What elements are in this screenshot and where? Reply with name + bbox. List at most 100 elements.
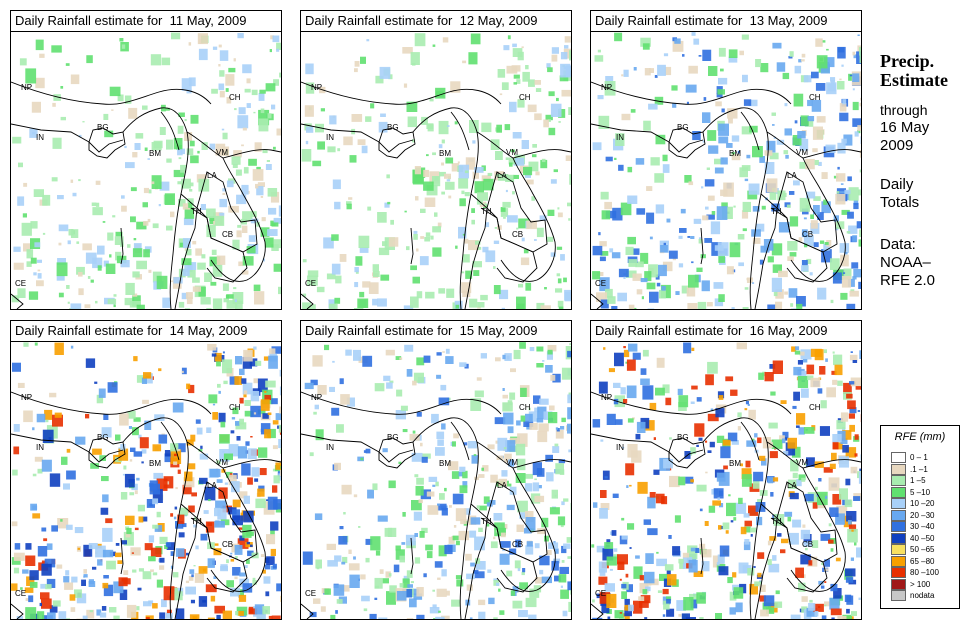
rain-cell [177,149,183,156]
rain-cell [197,150,200,154]
rain-cell [674,38,681,44]
rain-cell [243,495,250,504]
rain-cell [857,125,861,131]
rain-cell [818,580,824,585]
rain-cell [441,191,445,195]
country-label: CB [222,540,234,549]
data-line-2: NOAA– [880,254,931,271]
rain-cell [599,277,610,292]
rain-cell [459,485,468,494]
rain-cell [88,543,98,550]
rain-cell [123,531,134,546]
country-border [190,207,248,283]
rain-cell [839,243,850,253]
rain-cell [502,201,511,208]
rain-cell [549,405,555,411]
rain-cell [857,34,860,36]
rain-cell [270,530,275,536]
rain-cell [323,237,334,249]
rain-cell [36,413,46,423]
rain-cell [841,209,850,215]
rain-cell [174,453,177,457]
country-label: BM [149,459,161,468]
rain-cell [796,303,803,309]
rain-cell [828,477,840,491]
rain-cell [741,34,749,40]
rain-cell [757,552,765,559]
rain-cell [717,554,725,564]
rain-cell [432,44,436,47]
rain-cell [824,559,830,567]
rain-cell [617,292,627,302]
rain-cell [172,443,179,449]
rain-cell [611,530,617,536]
rain-cell [42,429,54,443]
rain-cell [741,468,752,479]
rain-cell [190,434,196,442]
rain-cell [712,500,721,506]
rain-cell [468,240,479,251]
legend-label: 0 – 1 [910,453,928,462]
rain-cell [823,199,828,205]
rain-cell [129,459,133,462]
rain-cell [194,573,205,583]
rain-cell [520,387,527,397]
rain-cell [362,281,371,288]
rain-cell [267,229,278,236]
rain-cell [77,547,81,550]
rain-cell [548,91,555,97]
rain-cell [541,517,549,528]
rain-cell [237,538,249,549]
rain-cell [424,197,436,207]
rain-cell [348,549,352,554]
rain-cell [170,211,175,218]
rain-cell [144,420,152,430]
rain-cell [636,289,643,295]
rain-cell [86,609,95,619]
rain-cell [70,607,76,612]
rain-cell [849,407,857,414]
rain-cell [655,134,666,145]
rain-cell [375,75,384,84]
rain-cell [800,554,811,565]
rain-cell [548,412,558,424]
rain-cell [807,375,814,381]
rain-cell [198,566,208,574]
rain-cell [552,446,560,453]
rain-cell [857,410,861,412]
rain-cell [39,602,42,607]
rain-cell [565,65,571,77]
rain-cell [353,349,361,361]
rain-cell [719,545,730,557]
rain-cell [122,473,125,476]
rain-cell [205,521,215,533]
rain-cell [154,525,163,532]
rain-cell [536,363,544,368]
rain-cell [458,226,467,239]
rain-cell [302,259,307,263]
rain-cell [389,585,397,593]
rain-cell [159,557,165,563]
rain-cell [737,150,740,154]
rain-cell [769,192,777,200]
rain-cell [646,212,655,224]
rain-cell [278,286,281,295]
rain-cell [518,610,528,618]
rain-cell [759,595,766,602]
rain-cell [493,617,498,619]
rain-cell [546,63,551,69]
rain-cell [516,227,519,230]
rain-cell [820,63,830,74]
legend-item: 65 –80 [891,555,934,567]
rain-cell [264,394,271,401]
rain-cell [493,285,501,295]
country-border [450,421,470,461]
rain-cell [254,291,265,305]
rain-cell [14,543,21,550]
rain-cell [813,242,819,248]
rain-cell [769,152,779,160]
rain-cell [656,558,667,567]
rain-cell [262,569,266,574]
rain-cell [357,139,366,145]
rain-cell [513,157,525,166]
